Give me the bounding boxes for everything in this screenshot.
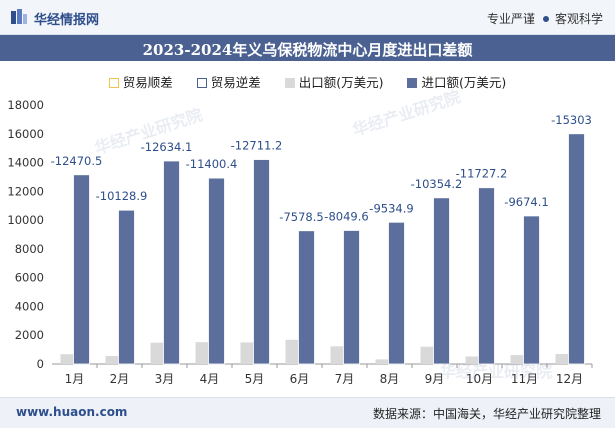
data-label-2: -12634.1 bbox=[141, 140, 193, 154]
bar-export-4 bbox=[240, 342, 255, 364]
y-tick-label-5: 10000 bbox=[7, 213, 44, 227]
bar-export-2 bbox=[150, 342, 165, 364]
data-label-7: -9534.9 bbox=[369, 201, 413, 215]
bar-import-8 bbox=[433, 197, 450, 365]
legend-swatch-export bbox=[284, 78, 295, 88]
footer-source: 数据来源：中国海关，华经产业研究院整理 bbox=[372, 407, 601, 421]
data-label-3: -11400.4 bbox=[186, 157, 238, 171]
data-label-5: -7578.5 bbox=[279, 210, 323, 224]
brand-name: 华经情报网 bbox=[34, 13, 100, 28]
x-tick-label-6: 7月 bbox=[335, 372, 355, 386]
data-label-10: -9674.1 bbox=[504, 195, 548, 209]
legend-item-export: 出口额(万美元) bbox=[284, 72, 384, 91]
data-label-8: -10354.2 bbox=[411, 177, 463, 191]
y-tick-label-4: 8000 bbox=[15, 242, 44, 256]
legend-label-surplus: 贸易顺差 bbox=[122, 75, 173, 90]
data-label-1: -10128.9 bbox=[96, 189, 148, 203]
legend-swatch-import bbox=[407, 78, 418, 88]
bar-import-10 bbox=[523, 215, 540, 365]
data-label-11: -15303 bbox=[551, 113, 592, 127]
x-tick-label-8: 9月 bbox=[425, 372, 445, 386]
bar-export-5 bbox=[285, 339, 300, 364]
chart-title: 2023-2024年义乌保税物流中心月度进出口差额 bbox=[142, 41, 473, 59]
bar-import-7 bbox=[388, 221, 405, 365]
bar-import-11 bbox=[568, 133, 585, 365]
y-tick-label-2: 4000 bbox=[15, 299, 44, 313]
separator-dot-icon bbox=[542, 15, 549, 22]
x-tick-label-10: 11月 bbox=[511, 372, 538, 386]
y-tick-label-3: 6000 bbox=[15, 271, 44, 285]
footer-site: www.huaon.com bbox=[16, 405, 128, 419]
chart-plot: 0 2000 4000 6000 8000 10000 12000 14000 16000 180… bbox=[7, 98, 593, 386]
legend-label-import: 进口额(万美元) bbox=[421, 75, 507, 90]
header-bar: 华经情报网 专业严谨 客观科学 bbox=[0, 0, 615, 35]
y-tick-label-8: 16000 bbox=[7, 127, 44, 141]
x-tick-label-0: 1月 bbox=[65, 372, 85, 386]
x-tick-label-4: 5月 bbox=[245, 372, 265, 386]
bar-import-6 bbox=[343, 230, 360, 365]
legend-item-deficit: 贸易逆差 bbox=[196, 72, 261, 91]
title-bar: 2023-2024年义乌保税物流中心月度进出口差额 bbox=[0, 35, 615, 61]
bar-export-9 bbox=[465, 356, 480, 364]
tag-right: 客观科学 bbox=[554, 12, 603, 26]
y-tick-label-7: 14000 bbox=[7, 156, 44, 170]
bar-export-8 bbox=[420, 346, 435, 364]
bar-import-2 bbox=[163, 160, 180, 365]
bar-export-10 bbox=[510, 355, 525, 364]
header-tags: 专业严谨 客观科学 bbox=[487, 10, 603, 27]
brand-logo-icon bbox=[11, 9, 27, 24]
x-tick-label-11: 12月 bbox=[556, 372, 583, 386]
tag-left: 专业严谨 bbox=[486, 12, 535, 26]
bar-export-11 bbox=[555, 353, 570, 364]
bar-import-9 bbox=[478, 187, 495, 365]
y-tick-label-1: 2000 bbox=[15, 328, 44, 342]
x-tick-label-5: 6月 bbox=[290, 372, 310, 386]
data-label-0: -12470.5 bbox=[51, 154, 103, 168]
bar-import-1 bbox=[118, 209, 135, 365]
bar-export-0 bbox=[60, 354, 75, 364]
x-tick-label-7: 8月 bbox=[380, 372, 400, 386]
x-tick-label-9: 10月 bbox=[466, 372, 493, 386]
legend-swatch-surplus bbox=[108, 78, 119, 88]
data-label-6: -8049.6 bbox=[324, 209, 368, 223]
legend-item-surplus: 贸易顺差 bbox=[108, 72, 173, 91]
chart-legend: 贸易顺差 贸易逆差 出口额(万美元) 进口额(万美元) bbox=[0, 72, 615, 91]
bar-import-3 bbox=[208, 177, 225, 365]
y-tick-label-0: 0 bbox=[37, 357, 44, 371]
x-tick-label-3: 4月 bbox=[200, 372, 220, 386]
data-label-4: -12711.2 bbox=[231, 139, 283, 153]
legend-label-export: 出口额(万美元) bbox=[298, 75, 384, 90]
bar-import-0 bbox=[73, 174, 90, 365]
y-tick-label-6: 12000 bbox=[7, 184, 44, 198]
bar-export-6 bbox=[330, 346, 345, 364]
data-label-9: -11727.2 bbox=[456, 167, 508, 181]
legend-item-import: 进口额(万美元) bbox=[407, 72, 506, 91]
bar-import-4 bbox=[253, 159, 270, 365]
bar-export-7 bbox=[375, 359, 390, 364]
bar-export-1 bbox=[105, 355, 120, 364]
footer-bar: www.huaon.com 数据来源：中国海关，华经产业研究院整理 bbox=[0, 397, 615, 428]
bar-import-5 bbox=[298, 230, 315, 365]
legend-label-deficit: 贸易逆差 bbox=[210, 75, 261, 90]
watermark-text-3: 华经产业研究院 bbox=[440, 362, 553, 381]
x-tick-label-2: 3月 bbox=[155, 372, 175, 386]
legend-swatch-deficit bbox=[196, 78, 207, 88]
y-tick-label-9: 18000 bbox=[7, 98, 44, 112]
x-tick-label-1: 2月 bbox=[110, 372, 130, 386]
bar-export-3 bbox=[195, 342, 210, 364]
